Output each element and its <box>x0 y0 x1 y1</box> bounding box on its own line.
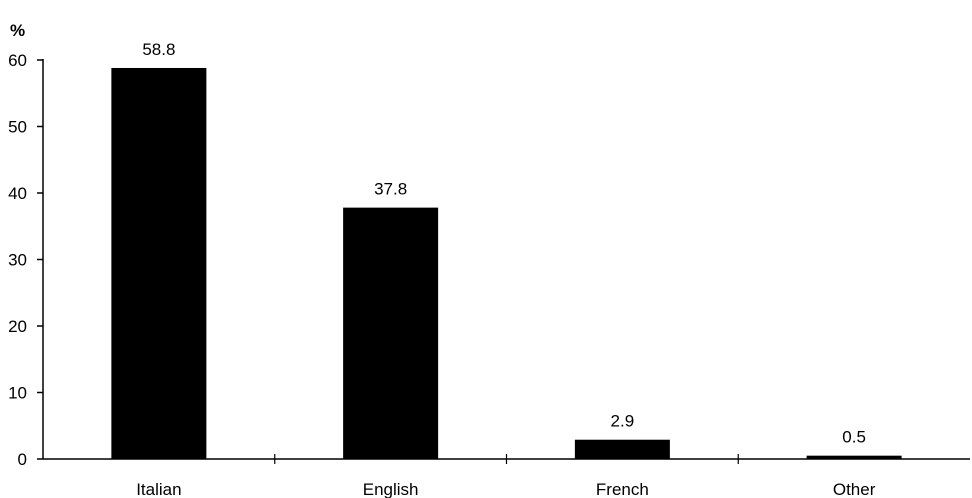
y-tick-label: 0 <box>18 450 27 469</box>
data-label-french: 2.9 <box>611 412 635 431</box>
data-label-other: 0.5 <box>842 428 866 447</box>
y-tick-label: 20 <box>8 317 27 336</box>
category-label-french: French <box>596 480 649 498</box>
bar-english <box>343 207 439 459</box>
category-label-italian: Italian <box>136 480 181 498</box>
category-labels: Italian English French Other <box>136 480 876 498</box>
bars <box>111 67 902 459</box>
y-axis-unit-label: % <box>10 21 25 40</box>
y-tick-label: 40 <box>8 184 27 203</box>
y-tick-label: 30 <box>8 251 27 270</box>
y-axis: 0 10 20 30 40 50 60 <box>8 51 44 469</box>
y-tick-label: 60 <box>8 51 27 70</box>
data-label-english: 37.8 <box>374 180 407 199</box>
data-labels: 58.8 37.8 2.9 0.5 <box>142 40 866 447</box>
bar-italian <box>111 67 207 459</box>
y-tick-label: 10 <box>8 384 27 403</box>
category-label-english: English <box>363 480 419 498</box>
y-tick-label: 50 <box>8 118 27 137</box>
category-label-other: Other <box>833 480 876 498</box>
bar-other <box>806 455 902 459</box>
bar-french <box>574 439 670 459</box>
data-label-italian: 58.8 <box>142 40 175 59</box>
